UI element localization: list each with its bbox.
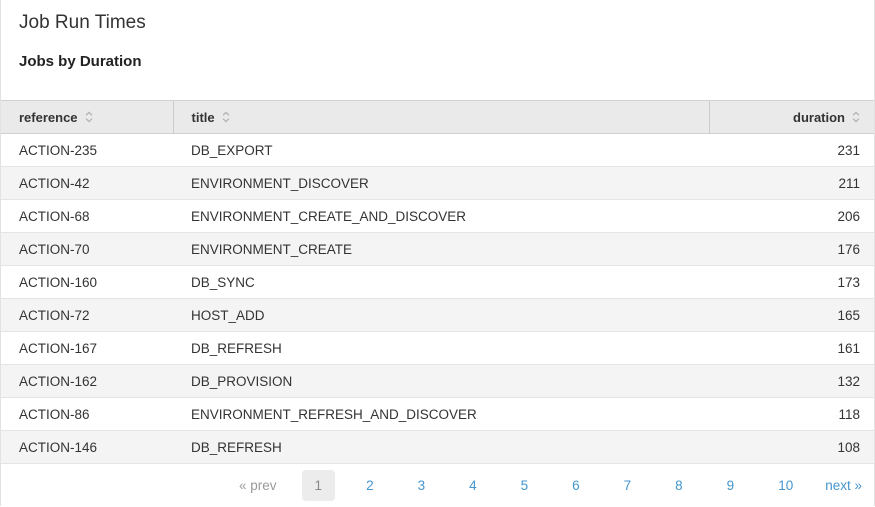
- pagination-page[interactable]: 9: [726, 478, 735, 493]
- cell-duration: 161: [709, 331, 874, 365]
- jobs-table: reference title duration ACTION-235 DB_EX…: [1, 100, 874, 464]
- panel-header: Job Run Times Jobs by Duration: [1, 0, 874, 100]
- pagination-page[interactable]: 2: [366, 478, 374, 493]
- cell-duration: 173: [709, 265, 874, 299]
- cell-reference: ACTION-42: [1, 166, 173, 200]
- table-row: ACTION-68 ENVIRONMENT_CREATE_AND_DISCOVER…: [1, 199, 874, 233]
- cell-title: ENVIRONMENT_CREATE_AND_DISCOVER: [173, 199, 709, 233]
- cell-reference: ACTION-68: [1, 199, 173, 233]
- pagination-page[interactable]: 3: [417, 478, 426, 493]
- column-header-title[interactable]: title: [172, 100, 709, 134]
- cell-title: DB_SYNC: [173, 265, 709, 299]
- cell-title: DB_REFRESH: [173, 430, 709, 464]
- table-row: ACTION-146 DB_REFRESH 108: [1, 430, 874, 464]
- sort-icon: [852, 110, 860, 123]
- pagination-page[interactable]: 4: [469, 478, 477, 493]
- table-header-row: reference title duration: [1, 100, 874, 134]
- cell-title: DB_REFRESH: [173, 331, 709, 365]
- cell-duration: 118: [709, 397, 874, 431]
- cell-duration: 165: [709, 298, 874, 332]
- cell-duration: 231: [709, 133, 874, 167]
- table-body: ACTION-235 DB_EXPORT 231 ACTION-42 ENVIRONME…: [1, 133, 874, 464]
- cell-duration: 108: [709, 430, 874, 464]
- page-title: Job Run Times: [19, 12, 146, 33]
- pagination-page[interactable]: 5: [520, 478, 529, 493]
- column-label: duration: [793, 109, 845, 125]
- pagination-page[interactable]: 10: [778, 478, 794, 493]
- pagination-next[interactable]: next »: [825, 478, 862, 493]
- cell-duration: 206: [709, 199, 874, 233]
- cell-reference: ACTION-167: [1, 331, 173, 365]
- table-row: ACTION-72 HOST_ADD 165: [1, 298, 874, 332]
- pagination-prev: « prev: [239, 478, 277, 493]
- pagination-page[interactable]: 8: [675, 478, 683, 493]
- table-row: ACTION-167 DB_REFRESH 161: [1, 331, 874, 365]
- pagination: « prev 1 2 3 4 5 6 7 8 9 10 next »: [1, 464, 874, 507]
- column-label: title: [191, 109, 215, 125]
- cell-reference: ACTION-160: [1, 265, 173, 299]
- section-title: Jobs by Duration: [19, 53, 142, 70]
- cell-duration: 132: [709, 364, 874, 398]
- cell-reference: ACTION-70: [1, 232, 173, 266]
- table-row: ACTION-160 DB_SYNC 173: [1, 265, 874, 299]
- cell-title: HOST_ADD: [173, 298, 709, 332]
- cell-title: ENVIRONMENT_DISCOVER: [173, 166, 709, 200]
- pagination-page-current: 1: [301, 470, 336, 501]
- pagination-page[interactable]: 7: [623, 478, 632, 493]
- column-label: reference: [19, 109, 78, 125]
- column-header-reference[interactable]: reference: [1, 100, 173, 134]
- pagination-page[interactable]: 6: [572, 478, 580, 493]
- cell-title: DB_EXPORT: [173, 133, 709, 167]
- cell-reference: ACTION-235: [1, 133, 173, 167]
- table-row: ACTION-42 ENVIRONMENT_DISCOVER 211: [1, 166, 874, 200]
- sort-icon: [222, 110, 230, 123]
- cell-title: ENVIRONMENT_REFRESH_AND_DISCOVER: [173, 397, 709, 431]
- cell-reference: ACTION-162: [1, 364, 173, 398]
- table-row: ACTION-162 DB_PROVISION 132: [1, 364, 874, 398]
- column-header-duration[interactable]: duration: [708, 100, 874, 134]
- cell-title: ENVIRONMENT_CREATE: [173, 232, 709, 266]
- sort-icon: [85, 110, 92, 123]
- cell-reference: ACTION-86: [1, 397, 173, 431]
- cell-duration: 176: [709, 232, 874, 266]
- cell-reference: ACTION-146: [1, 430, 173, 464]
- cell-title: DB_PROVISION: [173, 364, 709, 398]
- table-row: ACTION-86 ENVIRONMENT_REFRESH_AND_DISCOVE…: [1, 397, 874, 431]
- cell-reference: ACTION-72: [1, 298, 173, 332]
- table-row: ACTION-70 ENVIRONMENT_CREATE 176: [1, 232, 874, 266]
- cell-duration: 211: [709, 166, 874, 200]
- table-row: ACTION-235 DB_EXPORT 231: [1, 133, 874, 167]
